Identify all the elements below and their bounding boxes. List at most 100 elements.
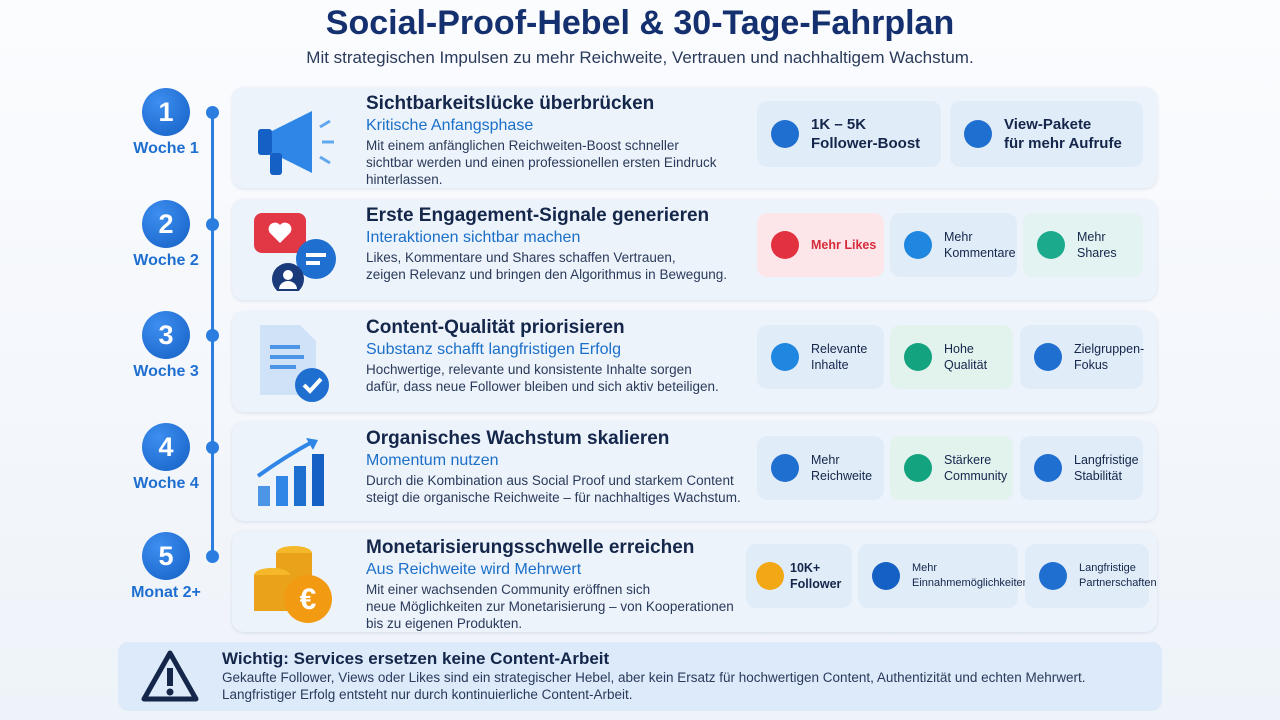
- badge-text: Mehr Likes: [811, 237, 877, 252]
- svg-text:€: €: [300, 583, 317, 616]
- badge: Mehr Einnahmemöglichkeiten: [858, 544, 1029, 608]
- step-card: Erste Engagement-Signale generieren Inter…: [232, 199, 1157, 300]
- notice-line: Langfristiger Erfolg entsteht nur durch …: [222, 687, 633, 702]
- step-subtitle: Kritische Anfangsphase: [366, 117, 534, 134]
- step-number: 1: [142, 88, 190, 136]
- badge-text: Einnahmemöglichkeiten: [912, 577, 1029, 589]
- step-number: 4: [142, 423, 190, 471]
- step-description: Likes, Kommentare und Shares schaffen Ve…: [366, 250, 676, 265]
- step-period: Woche 2: [133, 252, 199, 269]
- badge-icon: [1039, 562, 1067, 590]
- badge: Hohe Qualität: [890, 325, 1013, 389]
- badge-icon: [904, 231, 932, 259]
- badge-text: Inhalte: [811, 358, 849, 372]
- badge-icon: [872, 562, 900, 590]
- notice-title: Wichtig: Services ersetzen keine Content…: [222, 649, 610, 668]
- badge: Zielgruppen- Fokus: [1020, 325, 1144, 389]
- badge-icon: [771, 454, 799, 482]
- badge: Mehr Kommentare: [890, 213, 1017, 277]
- step-icon: [250, 432, 342, 519]
- step-number: 2: [142, 200, 190, 248]
- step-subtitle: Momentum nutzen: [366, 452, 499, 469]
- step-description: steigt die organische Reichweite – für n…: [366, 490, 741, 505]
- badge-text: Fokus: [1074, 358, 1109, 372]
- badge: Stärkere Community: [890, 436, 1013, 500]
- badge-text: Community: [944, 469, 1008, 483]
- step-icon: [250, 209, 342, 296]
- badge: Langfristige Partnerschaften: [1025, 544, 1157, 608]
- badge-text: Mehr: [1077, 229, 1106, 244]
- step-number: 5: [142, 532, 190, 580]
- badge-icon: [964, 120, 992, 148]
- badge-text: Mehr: [811, 452, 840, 467]
- timeline-dot: [206, 441, 219, 454]
- notice-line: Gekaufte Follower, Views oder Likes sind…: [222, 670, 1086, 685]
- step-card: Organisches Wachstum skalieren Momentum n…: [232, 422, 1157, 521]
- badge: Mehr Likes: [757, 213, 884, 277]
- badge-text: 1K – 5K: [811, 116, 867, 133]
- badge: Relevante Inhalte: [757, 325, 884, 389]
- badge: 1K – 5K Follower-Boost: [757, 101, 941, 167]
- timeline-dot: [206, 218, 219, 231]
- step-title: Sichtbarkeitslücke überbrücken: [366, 93, 655, 114]
- step-description: Mit einem anfänglichen Reichweiten-Boost…: [366, 138, 679, 153]
- badge-icon: [1034, 454, 1062, 482]
- step-subtitle: Interaktionen sichtbar machen: [366, 229, 581, 246]
- step-card: Sichtbarkeitslücke überbrücken Kritische …: [232, 87, 1157, 188]
- step-title: Erste Engagement-Signale generieren: [366, 205, 710, 226]
- badge-text: für mehr Aufrufe: [1004, 135, 1122, 152]
- timeline-dot: [206, 106, 219, 119]
- badge: Langfristige Stabilität: [1020, 436, 1143, 500]
- step-description: bis zu eigenen Produkten.: [366, 616, 523, 631]
- step-subtitle: Aus Reichweite wird Mehrwert: [366, 561, 582, 578]
- step-title: Organisches Wachstum skalieren: [366, 428, 670, 449]
- step-description: Mit einer wachsenden Community eröffnen …: [366, 582, 651, 597]
- badge-icon: [1037, 231, 1065, 259]
- badge-icon: [1034, 343, 1062, 371]
- step-description: sichtbar werden und einen professionelle…: [366, 155, 717, 170]
- badge: Mehr Reichweite: [757, 436, 884, 500]
- step-icon: [250, 321, 342, 408]
- step-description: hinterlassen.: [366, 172, 443, 187]
- step-description: neue Möglichkeiten zur Monetarisierung –…: [366, 599, 734, 614]
- timeline-dot: [206, 329, 219, 342]
- notice-box: Wichtig: Services ersetzen keine Content…: [118, 642, 1162, 711]
- subtitle: Mit strategischen Impulsen zu mehr Reich…: [306, 48, 974, 67]
- warning-icon: [141, 650, 199, 702]
- step-subtitle: Substanz schafft langfristigen Erfolg: [366, 341, 621, 358]
- badge: View-Pakete für mehr Aufrufe: [950, 101, 1143, 167]
- step-period: Woche 3: [133, 363, 199, 380]
- badge-text: Shares: [1077, 246, 1117, 260]
- step-period: Monat 2+: [131, 584, 201, 601]
- step-icon: €: [250, 541, 342, 628]
- badge-text: Follower: [790, 577, 842, 591]
- badge-text: Follower-Boost: [811, 135, 921, 152]
- step-period: Woche 1: [133, 140, 199, 157]
- badge: 10K+ Follower: [746, 544, 852, 608]
- step-description: Durch die Kombination aus Social Proof u…: [366, 473, 734, 488]
- timeline-dot: [206, 550, 219, 563]
- badge-icon: [904, 343, 932, 371]
- badge-text: Reichweite: [811, 469, 873, 483]
- badge-text: View-Pakete: [1004, 116, 1092, 133]
- step-card: Content-Qualität priorisieren Substanz sc…: [232, 311, 1157, 412]
- title: Social-Proof-Hebel & 30-Tage-Fahrplan: [325, 4, 955, 42]
- badge-text: Mehr: [944, 229, 973, 244]
- badge-text: Stabilität: [1074, 469, 1122, 483]
- step-card: € Monetarisierungsschwelle erreichen Aus R…: [232, 531, 1157, 632]
- badge-icon: [904, 454, 932, 482]
- badge-icon: [756, 562, 784, 590]
- badge-text: 10K+: [790, 560, 821, 575]
- step-title: Content-Qualität priorisieren: [366, 317, 625, 338]
- step-period: Woche 4: [133, 475, 199, 492]
- badge-text: Hohe: [944, 341, 974, 356]
- badge-text: Mehr: [912, 562, 938, 574]
- badge-text: Langfristige: [1074, 452, 1139, 467]
- badge: Mehr Shares: [1023, 213, 1143, 277]
- step-number: 3: [142, 311, 190, 359]
- badge-icon: [771, 120, 799, 148]
- badge-text: Partnerschaften: [1079, 577, 1157, 589]
- step-description: zeigen Relevanz und bringen den Algorith…: [366, 267, 727, 282]
- badge-text: Langfristige: [1079, 562, 1136, 574]
